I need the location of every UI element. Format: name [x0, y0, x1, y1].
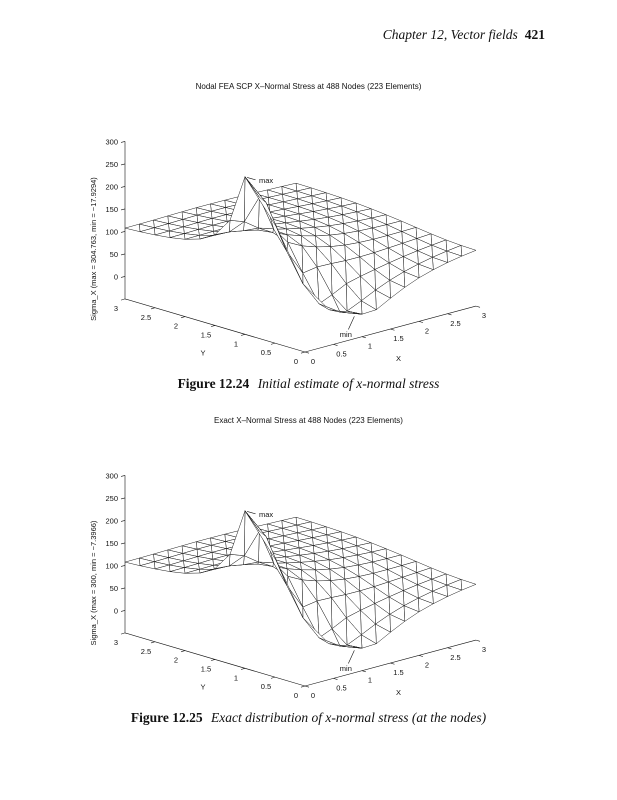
svg-text:0.5: 0.5: [336, 349, 346, 358]
figure-12-25: Exact X–Normal Stress at 488 Nodes (223 …: [0, 410, 617, 746]
svg-text:0: 0: [311, 357, 315, 366]
svg-text:2: 2: [174, 656, 178, 665]
surface-mesh: [124, 510, 477, 649]
page-number: 421: [524, 27, 545, 42]
svg-text:max: max: [259, 510, 273, 519]
svg-text:1.5: 1.5: [393, 668, 403, 677]
svg-text:300: 300: [105, 137, 118, 146]
axes: [120, 141, 481, 354]
annotations: max min: [247, 176, 355, 339]
svg-text:X: X: [396, 354, 401, 363]
plot-title: Nodal FEA SCP X–Normal Stress at 488 Nod…: [195, 82, 422, 91]
figure-12-24: Nodal FEA SCP X–Normal Stress at 488 Nod…: [0, 76, 617, 412]
svg-text:1: 1: [368, 676, 372, 685]
svg-text:2: 2: [425, 326, 429, 335]
svg-text:min: min: [340, 330, 352, 339]
svg-text:100: 100: [105, 561, 118, 570]
surface-plot-initial-estimate: 0 0.5 1 1.5 2 2.5 3 0 0.5 1 1.5 2 2.5 3 0 50 100 150 200 25…: [105, 137, 486, 366]
svg-text:max: max: [259, 176, 273, 185]
svg-text:300: 300: [105, 471, 118, 480]
svg-text:2.5: 2.5: [141, 647, 151, 656]
figure-caption: Figure 12.25 Exact distribution of x-nor…: [0, 710, 617, 726]
svg-text:1: 1: [368, 342, 372, 351]
svg-text:2.5: 2.5: [450, 653, 460, 662]
svg-text:X: X: [396, 688, 401, 697]
svg-text:100: 100: [105, 227, 118, 236]
svg-text:0.5: 0.5: [336, 683, 346, 692]
svg-text:3: 3: [482, 311, 486, 320]
caption-text: Exact distribution of x-normal stress (a…: [211, 710, 487, 725]
svg-text:0: 0: [114, 272, 118, 281]
svg-text:3: 3: [482, 645, 486, 654]
svg-text:3: 3: [114, 304, 118, 313]
figure-caption: Figure 12.24 Initial estimate of x-norma…: [0, 376, 617, 392]
svg-text:Y: Y: [200, 348, 205, 357]
surface-mesh: [124, 176, 477, 315]
svg-text:2.5: 2.5: [450, 319, 460, 328]
svg-text:2: 2: [174, 322, 178, 331]
svg-text:0: 0: [294, 691, 298, 700]
svg-text:0.5: 0.5: [261, 682, 271, 691]
caption-label: Figure 12.24: [177, 376, 250, 391]
caption-text: Initial estimate of x-normal stress: [257, 376, 440, 391]
axis-tick-labels: 0 0.5 1 1.5 2 2.5 3 0 0.5 1 1.5 2 2.5 3 0 50 100 150 200 25…: [105, 471, 486, 700]
svg-text:50: 50: [110, 250, 118, 259]
svg-text:200: 200: [105, 516, 118, 525]
svg-text:250: 250: [105, 494, 118, 503]
z-axis-label: Sigma_X (max = 304.763, min = −17.9294): [89, 177, 98, 321]
plot-title: Exact X–Normal Stress at 488 Nodes (223 …: [214, 416, 403, 425]
svg-text:250: 250: [105, 160, 118, 169]
svg-text:0.5: 0.5: [261, 348, 271, 357]
svg-text:1.5: 1.5: [201, 330, 211, 339]
svg-text:1: 1: [234, 339, 238, 348]
svg-text:1.5: 1.5: [201, 664, 211, 673]
svg-text:3: 3: [114, 638, 118, 647]
svg-text:0: 0: [294, 357, 298, 366]
z-axis-label: Sigma_X (max = 300, min = −7.3966): [89, 520, 98, 646]
svg-text:150: 150: [105, 205, 118, 214]
svg-text:Y: Y: [200, 682, 205, 691]
svg-text:1: 1: [234, 673, 238, 682]
svg-text:150: 150: [105, 539, 118, 548]
svg-text:200: 200: [105, 182, 118, 191]
page-header: Chapter 12, Vector fields 421: [383, 27, 545, 43]
svg-text:0: 0: [311, 691, 315, 700]
svg-text:2.5: 2.5: [141, 313, 151, 322]
axes: [120, 475, 481, 688]
axis-tick-labels: 0 0.5 1 1.5 2 2.5 3 0 0.5 1 1.5 2 2.5 3 0 50 100 150 200 25…: [105, 137, 486, 366]
svg-text:2: 2: [425, 660, 429, 669]
caption-label: Figure 12.25: [130, 710, 203, 725]
svg-text:50: 50: [110, 584, 118, 593]
svg-text:0: 0: [114, 606, 118, 615]
surface-plot-exact-distribution: 0 0.5 1 1.5 2 2.5 3 0 0.5 1 1.5 2 2.5 3 0 50 100 150 200 25…: [105, 471, 486, 700]
chapter-title: Chapter 12, Vector fields: [382, 27, 518, 42]
annotations: max min: [247, 510, 355, 673]
svg-text:min: min: [340, 664, 352, 673]
svg-text:1.5: 1.5: [393, 334, 403, 343]
